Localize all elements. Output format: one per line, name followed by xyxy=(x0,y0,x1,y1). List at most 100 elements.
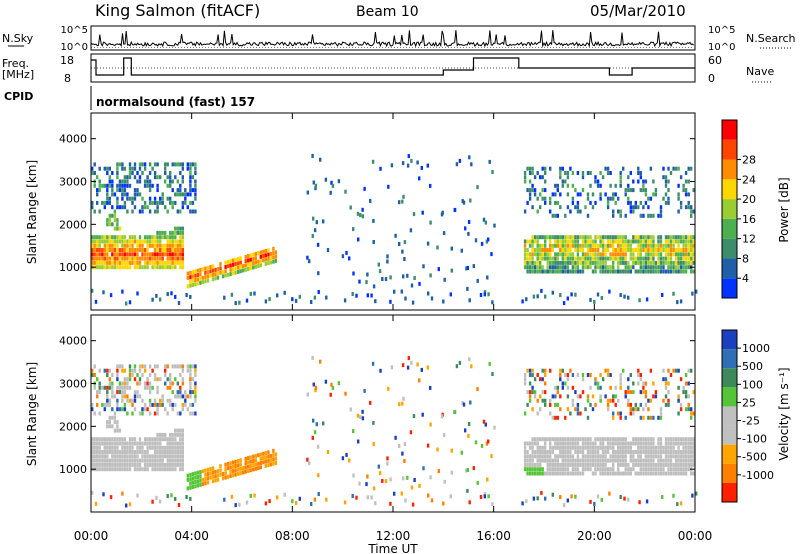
velocity-cell xyxy=(113,462,117,467)
power-cell xyxy=(108,213,111,218)
power-cell xyxy=(632,239,635,244)
power-cell xyxy=(674,166,678,171)
velocity-cell xyxy=(531,385,534,390)
power-cell xyxy=(123,235,127,240)
velocity-cell xyxy=(644,454,648,459)
power-cell xyxy=(189,162,192,167)
power-cell xyxy=(191,270,195,275)
power-cell xyxy=(576,192,580,197)
power-cell xyxy=(579,248,582,252)
velocity-cell xyxy=(224,475,227,480)
power-cell xyxy=(156,200,159,205)
power-cell xyxy=(657,239,660,244)
velocity-cell xyxy=(549,368,552,373)
velocity-cell xyxy=(133,390,137,395)
velocity-cell xyxy=(113,394,117,399)
velocity-cell xyxy=(672,450,675,454)
velocity-cell xyxy=(679,407,683,412)
power-cell xyxy=(606,205,610,210)
power-cell xyxy=(118,179,122,184)
power-cell xyxy=(657,252,660,257)
power-cell xyxy=(96,188,99,193)
power-cell xyxy=(108,235,111,240)
velocity-cell xyxy=(581,441,585,446)
power-cell xyxy=(609,265,612,270)
power-cell xyxy=(559,171,562,175)
power-cell xyxy=(106,235,109,240)
power-cell xyxy=(644,260,648,265)
velocity-cell xyxy=(96,377,99,382)
velocity-cell xyxy=(106,390,109,395)
velocity-cell xyxy=(627,390,630,395)
velocity-cell xyxy=(181,368,184,373)
power-cell xyxy=(229,272,232,277)
power-cell xyxy=(148,171,152,175)
velocity-cell xyxy=(579,445,582,450)
power-cell xyxy=(131,200,134,205)
velocity-cell xyxy=(199,482,202,487)
velocity-cell xyxy=(136,454,139,459)
velocity-cell xyxy=(313,430,317,435)
velocity-cell xyxy=(544,445,547,450)
power-cell xyxy=(649,256,653,261)
power-cell xyxy=(458,158,462,163)
velocity-cell xyxy=(644,471,648,476)
power-cell xyxy=(684,188,688,193)
velocity-cell xyxy=(169,441,172,446)
power-cell xyxy=(539,248,542,252)
power-cell xyxy=(96,260,99,265)
power-cell xyxy=(161,252,164,257)
velocity-cell xyxy=(181,437,184,442)
power-cell xyxy=(174,248,177,252)
velocity-cell xyxy=(131,437,134,442)
power-cell xyxy=(609,252,612,257)
power-cell xyxy=(151,166,154,171)
power-cell xyxy=(128,243,132,248)
velocity-cell xyxy=(406,365,410,370)
power-cell xyxy=(662,265,665,270)
velocity-cell xyxy=(171,437,174,442)
velocity-cell xyxy=(159,377,162,382)
power-cell xyxy=(121,166,124,171)
velocity-cell xyxy=(111,458,114,463)
power-cell xyxy=(136,239,139,244)
power-cell xyxy=(657,265,660,270)
power-cell xyxy=(549,260,552,265)
power-cell xyxy=(171,200,174,205)
velocity-cell xyxy=(569,445,572,450)
velocity-cell xyxy=(93,411,96,416)
power-cell xyxy=(669,260,673,265)
velocity-cell xyxy=(634,450,637,454)
velocity-cell xyxy=(586,441,590,446)
power-cell xyxy=(672,166,675,171)
power-cell xyxy=(106,252,109,257)
power-cell xyxy=(204,279,207,284)
power-cell xyxy=(343,298,347,303)
velocity-cell xyxy=(523,377,527,382)
velocity-cell xyxy=(584,454,587,459)
power-cell xyxy=(141,256,144,261)
power-cell xyxy=(536,209,539,214)
power-cell xyxy=(589,200,592,205)
velocity-cell xyxy=(586,454,590,459)
power-cell xyxy=(690,239,693,244)
power-cell xyxy=(564,179,567,184)
velocity-cell xyxy=(662,462,665,467)
velocity-cell xyxy=(181,462,184,467)
velocity-cell xyxy=(116,462,119,467)
velocity-cell xyxy=(677,445,680,450)
velocity-cell xyxy=(539,471,542,476)
power-cell xyxy=(690,248,693,252)
power-cell xyxy=(156,183,159,188)
velocity-cell xyxy=(586,458,590,463)
velocity-cell xyxy=(363,388,366,393)
power-cell xyxy=(249,266,252,271)
velocity-cell xyxy=(171,390,174,395)
velocity-cell xyxy=(143,385,147,390)
velocity-cell xyxy=(98,445,101,450)
velocity-cell xyxy=(642,458,645,463)
power-cell xyxy=(571,171,575,175)
velocity-cell xyxy=(133,364,137,369)
power-cell xyxy=(627,175,630,180)
power-cell xyxy=(532,294,536,299)
